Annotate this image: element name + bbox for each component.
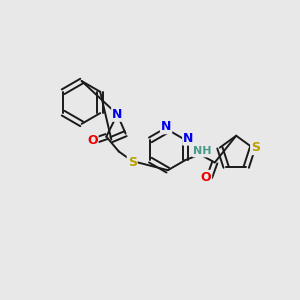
- Text: O: O: [201, 171, 211, 184]
- Text: NH: NH: [193, 146, 212, 157]
- Text: N: N: [112, 108, 122, 121]
- Text: O: O: [87, 134, 98, 147]
- Text: S: S: [128, 156, 137, 169]
- Text: N: N: [161, 120, 171, 133]
- Text: N: N: [183, 132, 194, 145]
- Text: S: S: [251, 141, 260, 154]
